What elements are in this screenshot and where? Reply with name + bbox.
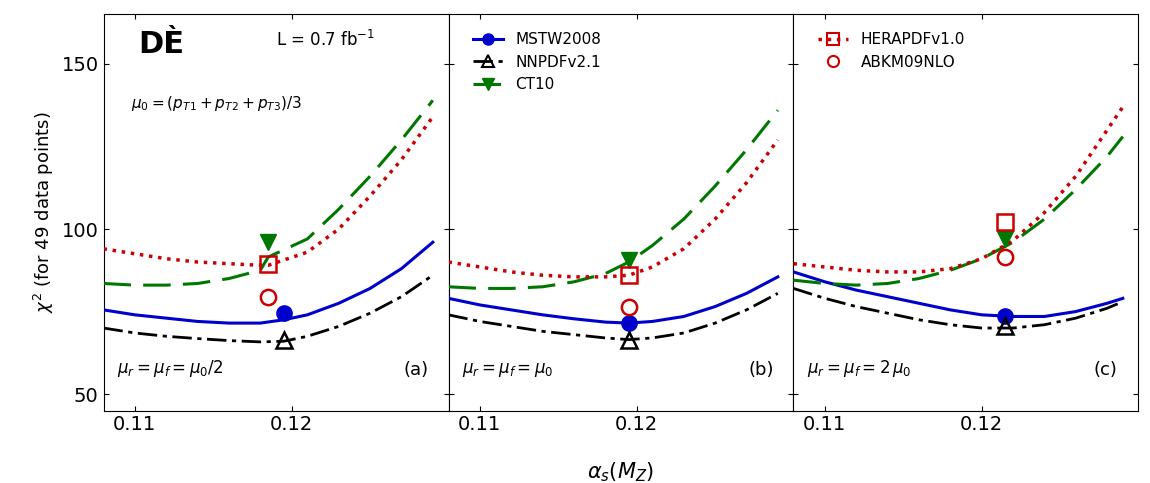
Text: $\mu_r = \mu_f = 2\,\mu_0$: $\mu_r = \mu_f = 2\,\mu_0$ [807,358,912,379]
Text: DÈ: DÈ [138,30,184,59]
Text: $\alpha_s(M_Z)$: $\alpha_s(M_Z)$ [588,460,654,483]
Y-axis label: $\chi^2$ (for 49 data points): $\chi^2$ (for 49 data points) [32,112,56,313]
Text: $\mu_0 = (p_{T1}+p_{T2}+p_{T3}) / 3$: $\mu_0 = (p_{T1}+p_{T2}+p_{T3}) / 3$ [131,94,302,113]
Legend: MSTW2008, NNPDFv2.1, CT10: MSTW2008, NNPDFv2.1, CT10 [467,26,607,99]
Text: (b): (b) [749,361,774,379]
Text: L = 0.7 fb$^{-1}$: L = 0.7 fb$^{-1}$ [276,30,375,50]
Legend: HERAPDFv1.0, ABKM09NLO: HERAPDFv1.0, ABKM09NLO [812,26,971,76]
Text: $\mu_r = \mu_f = \mu_0$: $\mu_r = \mu_f = \mu_0$ [462,361,553,379]
Text: (a): (a) [404,361,429,379]
Text: $\mu_r = \mu_f = \mu_0 / 2$: $\mu_r = \mu_f = \mu_0 / 2$ [117,358,224,379]
Text: (c): (c) [1094,361,1118,379]
